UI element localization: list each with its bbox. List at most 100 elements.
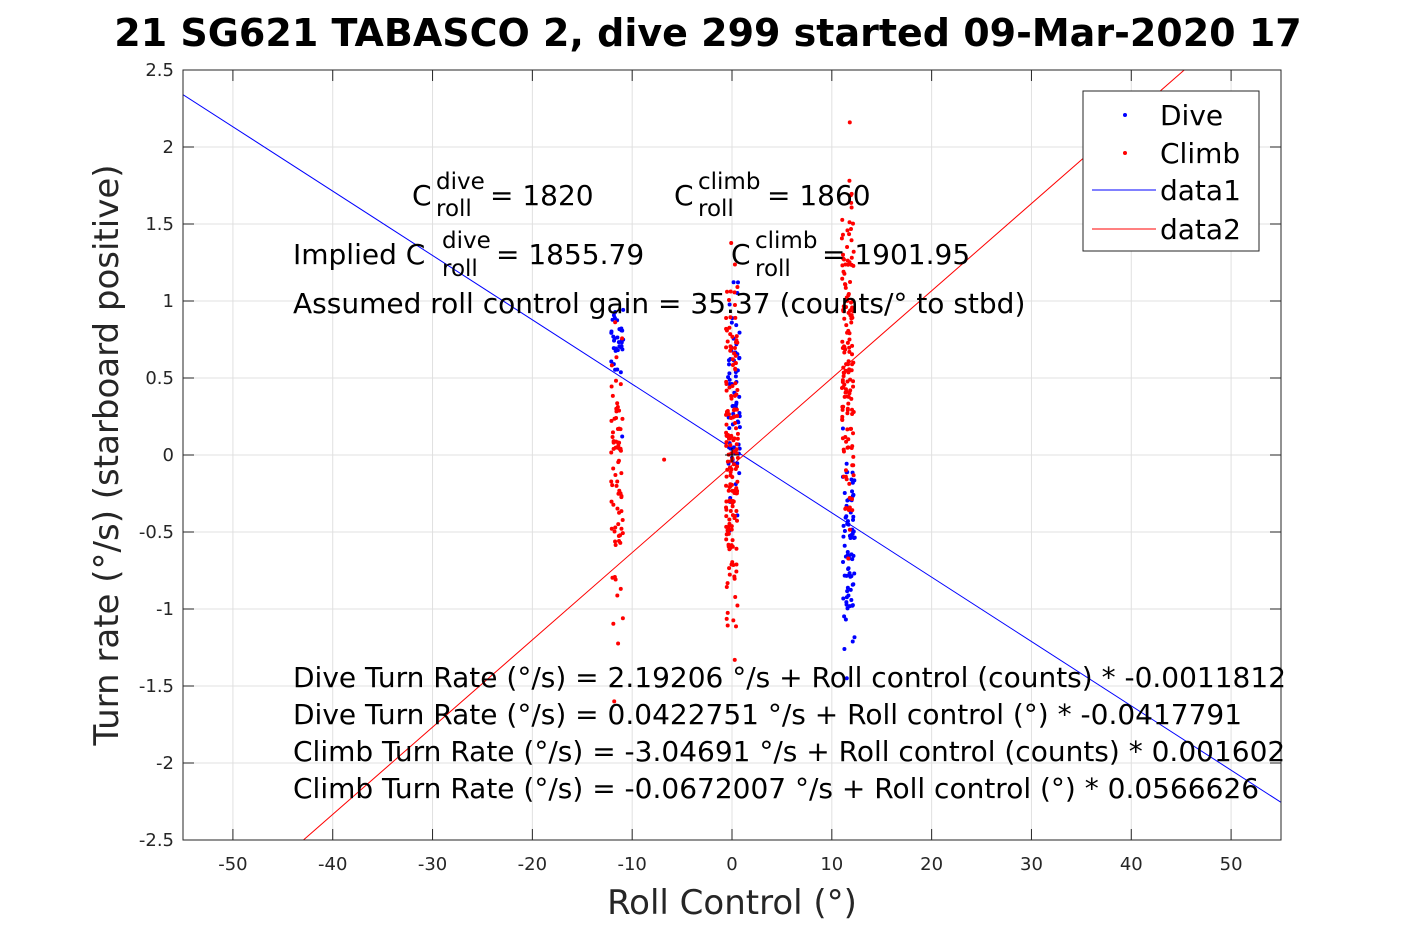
legend-marker-dive xyxy=(1123,113,1127,117)
climb-point xyxy=(849,205,854,210)
dive-point xyxy=(852,535,857,540)
climb-point xyxy=(849,313,854,318)
climb-point xyxy=(727,523,732,528)
implied-dive-sub: roll xyxy=(442,256,478,282)
x-axis-label: Roll Control (°) xyxy=(607,883,857,923)
climb-point xyxy=(724,443,729,448)
dive-point xyxy=(737,446,742,451)
climb-point xyxy=(611,502,616,507)
climb-point xyxy=(724,382,729,387)
climb-point xyxy=(843,468,848,473)
climb-point xyxy=(615,479,620,484)
climb-point xyxy=(841,365,846,370)
climb-point xyxy=(725,623,730,628)
dive-point xyxy=(616,340,621,345)
dive-point xyxy=(844,676,849,681)
climb-point xyxy=(844,305,849,310)
climb-point xyxy=(847,505,852,510)
climb-point xyxy=(840,404,845,409)
climb-point xyxy=(734,426,739,431)
climb-point xyxy=(848,308,853,313)
climb-point xyxy=(735,518,740,523)
climb-point xyxy=(733,366,738,371)
dive-point xyxy=(852,635,857,640)
dive-point xyxy=(851,492,856,497)
climb-point xyxy=(847,349,852,354)
y-tick-label: 0.5 xyxy=(145,368,174,389)
climb-point xyxy=(849,316,854,321)
climb-point xyxy=(725,289,730,294)
climb-point xyxy=(840,417,845,422)
climb-point xyxy=(727,517,732,522)
dive-point xyxy=(727,371,732,376)
climb-point xyxy=(609,499,614,504)
climb-point xyxy=(618,427,623,432)
climb-point xyxy=(615,401,620,406)
climb-point xyxy=(727,325,732,330)
climb-point xyxy=(734,334,739,339)
climb-point xyxy=(724,616,729,621)
climb-point xyxy=(841,252,846,257)
climb-point xyxy=(840,232,845,237)
climb-point xyxy=(727,572,732,577)
climb-point xyxy=(725,581,730,586)
climb-point xyxy=(724,483,729,488)
y-tick-label: 1.5 xyxy=(145,214,174,235)
climb-point xyxy=(609,418,614,423)
dive-point xyxy=(733,374,738,379)
x-tick-label: 0 xyxy=(726,854,737,875)
dive-point xyxy=(727,381,732,386)
climb-point xyxy=(839,236,844,241)
dive-point xyxy=(613,310,618,315)
climb-point xyxy=(732,491,737,496)
x-tick-label: 40 xyxy=(1120,854,1143,875)
climb-point xyxy=(847,178,852,183)
dive-point xyxy=(847,573,852,578)
climb-point xyxy=(732,290,737,295)
climb-point xyxy=(851,249,856,254)
climb-point xyxy=(726,542,731,547)
dive-point xyxy=(737,394,742,399)
climb-point xyxy=(727,436,732,441)
climb-point xyxy=(620,531,625,536)
climb-point xyxy=(728,332,733,337)
climb-point xyxy=(732,351,737,356)
dive-point xyxy=(845,589,850,594)
climb-point xyxy=(849,200,854,205)
climb-point xyxy=(618,448,623,453)
climb-point xyxy=(734,624,739,629)
climb-point xyxy=(728,473,733,478)
climb-point xyxy=(729,527,734,532)
climb-point xyxy=(729,415,734,420)
climb-point xyxy=(840,345,845,350)
climb-point xyxy=(847,391,852,396)
climb-point xyxy=(851,309,856,314)
climb-point xyxy=(730,357,735,362)
climb-point xyxy=(724,537,729,542)
climb-point xyxy=(844,477,849,482)
climb-point xyxy=(729,241,734,246)
y-axis-label: Turn rate (°/s) (starboard positive) xyxy=(87,164,127,746)
climb-point xyxy=(614,378,619,383)
dive-point xyxy=(734,400,739,405)
climb-point xyxy=(616,460,621,465)
climb-point xyxy=(849,300,854,305)
climb-point xyxy=(846,401,851,406)
climb-point xyxy=(729,482,734,487)
climb-point xyxy=(732,513,737,518)
climb-point xyxy=(609,384,614,389)
climb-point xyxy=(734,442,739,447)
y-tick-label: -2 xyxy=(156,753,174,774)
climb-point xyxy=(733,594,738,599)
climb-point xyxy=(616,445,621,450)
climb-point xyxy=(727,385,732,390)
dive-point xyxy=(842,529,847,534)
climb-point xyxy=(725,339,730,344)
climb-point xyxy=(613,320,618,325)
c-climb-value: = 1860 xyxy=(767,179,871,212)
climb-point xyxy=(850,444,855,449)
climb-point xyxy=(725,528,730,533)
x-tick-label: -40 xyxy=(318,854,347,875)
climb-point xyxy=(843,387,848,392)
dive-point xyxy=(737,425,742,430)
